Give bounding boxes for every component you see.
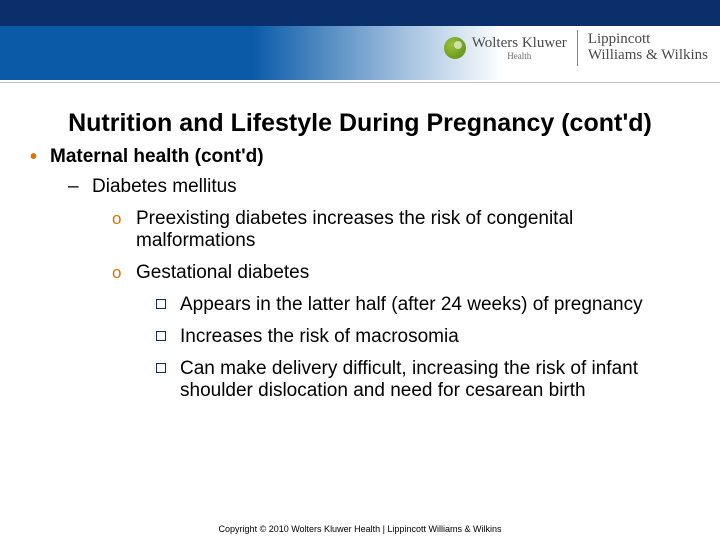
slide-root: Wolters Kluwer Health Lippincott William… [0, 0, 720, 540]
brand-left-name: Wolters Kluwer [472, 36, 567, 51]
bullet-l1: Maternal health (cont'd) Diabetes mellit… [30, 146, 690, 402]
brand-left-sub: Health [472, 51, 567, 61]
bullet-l4-a: Appears in the latter half (after 24 wee… [156, 294, 690, 316]
brand-area: Wolters Kluwer Health Lippincott William… [444, 30, 708, 66]
bullet-l1-text: Maternal health (cont'd) [50, 146, 264, 167]
brand-right-bottom: Williams & Wilkins [588, 48, 708, 64]
header-bar: Wolters Kluwer Health Lippincott William… [0, 0, 720, 90]
bullet-l2: Diabetes mellitus Preexisting diabetes i… [68, 176, 690, 402]
bullet-l4-b: Increases the risk of macrosomia [156, 326, 690, 348]
header-top-stripe [0, 0, 720, 26]
bullet-l2-text: Diabetes mellitus [92, 176, 237, 197]
bullet-l3-a: Preexisting diabetes increases the risk … [112, 208, 690, 252]
content-area: Maternal health (cont'd) Diabetes mellit… [30, 146, 690, 402]
brand-right-top: Lippincott [588, 32, 708, 48]
lippincott-logo: Lippincott Williams & Wilkins [588, 32, 708, 64]
wk-text-block: Wolters Kluwer Health [472, 36, 567, 61]
brand-divider [577, 30, 578, 66]
bullet-l3-b: Gestational diabetes Appears in the latt… [112, 262, 690, 402]
slide-title: Nutrition and Lifestyle During Pregnancy… [30, 108, 690, 138]
wk-mark-icon [444, 37, 466, 59]
wolters-kluwer-logo: Wolters Kluwer Health [444, 36, 567, 61]
copyright-footer: Copyright © 2010 Wolters Kluwer Health |… [0, 524, 720, 534]
bullet-l4-c: Can make delivery difficult, increasing … [156, 358, 690, 402]
bullet-l3-b-text: Gestational diabetes [136, 262, 309, 283]
header-underline [0, 82, 720, 83]
